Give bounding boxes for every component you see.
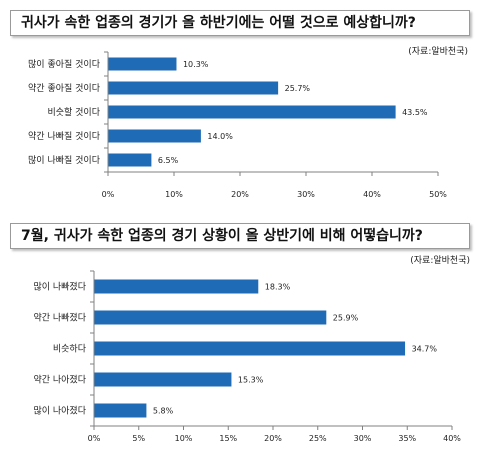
x-tick-label: 40% xyxy=(443,434,461,443)
category-label: 많이 좋아질 것이다 xyxy=(28,58,101,70)
category-label: 비슷하다 xyxy=(53,344,87,355)
x-tick-label: 25% xyxy=(309,434,327,443)
data-label: 15.3% xyxy=(238,376,264,385)
data-label: 10.3% xyxy=(183,60,209,69)
bar xyxy=(94,310,327,325)
x-tick-label: 15% xyxy=(219,434,237,443)
x-tick-label: 30% xyxy=(354,434,372,443)
x-tick-label: 10% xyxy=(165,190,183,199)
chart-1-source: (자료:알바천국) xyxy=(408,47,468,57)
category-label: 많이 나빠졌다 xyxy=(33,281,86,293)
x-tick-label: 30% xyxy=(297,190,315,199)
bar xyxy=(94,372,232,387)
data-label: 43.5% xyxy=(402,108,428,117)
chart-1-title: 귀사가 속한 업종의 경기가 올 하반기에는 어떨 것으로 예상합니까? xyxy=(10,10,470,36)
data-label: 25.7% xyxy=(285,84,311,93)
x-tick-label: 0% xyxy=(88,434,101,443)
x-tick-label: 0% xyxy=(102,190,115,199)
category-label: 약간 나아졌다 xyxy=(33,374,86,386)
bar xyxy=(108,129,201,143)
x-tick-label: 50% xyxy=(429,190,447,199)
chart-2-source: (자료:알바천국) xyxy=(410,256,470,266)
category-label: 많이 나아졌다 xyxy=(33,405,86,417)
category-label: 약간 나빠질 것이다 xyxy=(28,130,101,142)
x-tick-label: 20% xyxy=(231,190,249,199)
bar xyxy=(108,81,279,95)
bar xyxy=(108,57,177,71)
bar xyxy=(108,105,396,119)
x-tick-label: 10% xyxy=(175,434,193,443)
category-label: 약간 나빠졌다 xyxy=(33,312,86,324)
x-tick-label: 35% xyxy=(398,434,416,443)
bar xyxy=(94,341,406,356)
x-tick-label: 40% xyxy=(363,190,381,199)
bar xyxy=(94,403,147,418)
data-label: 6.5% xyxy=(158,156,179,165)
category-label: 약간 좋아질 것이다 xyxy=(28,82,101,94)
x-tick-label: 5% xyxy=(132,434,145,443)
data-label: 14.0% xyxy=(207,132,233,141)
category-label: 비슷할 것이다 xyxy=(47,107,100,118)
chart-2-title: 7월, 귀사가 속한 업종의 경기 상황이 올 상반기에 비해 어떻습니까? xyxy=(10,223,470,249)
bar xyxy=(94,279,259,294)
data-label: 5.8% xyxy=(153,407,174,416)
bar xyxy=(108,153,152,167)
data-label: 34.7% xyxy=(412,345,438,354)
data-label: 25.9% xyxy=(333,314,359,323)
data-label: 18.3% xyxy=(265,283,291,292)
x-tick-label: 20% xyxy=(264,434,282,443)
category-label: 많이 나빠질 것이다 xyxy=(28,154,101,166)
